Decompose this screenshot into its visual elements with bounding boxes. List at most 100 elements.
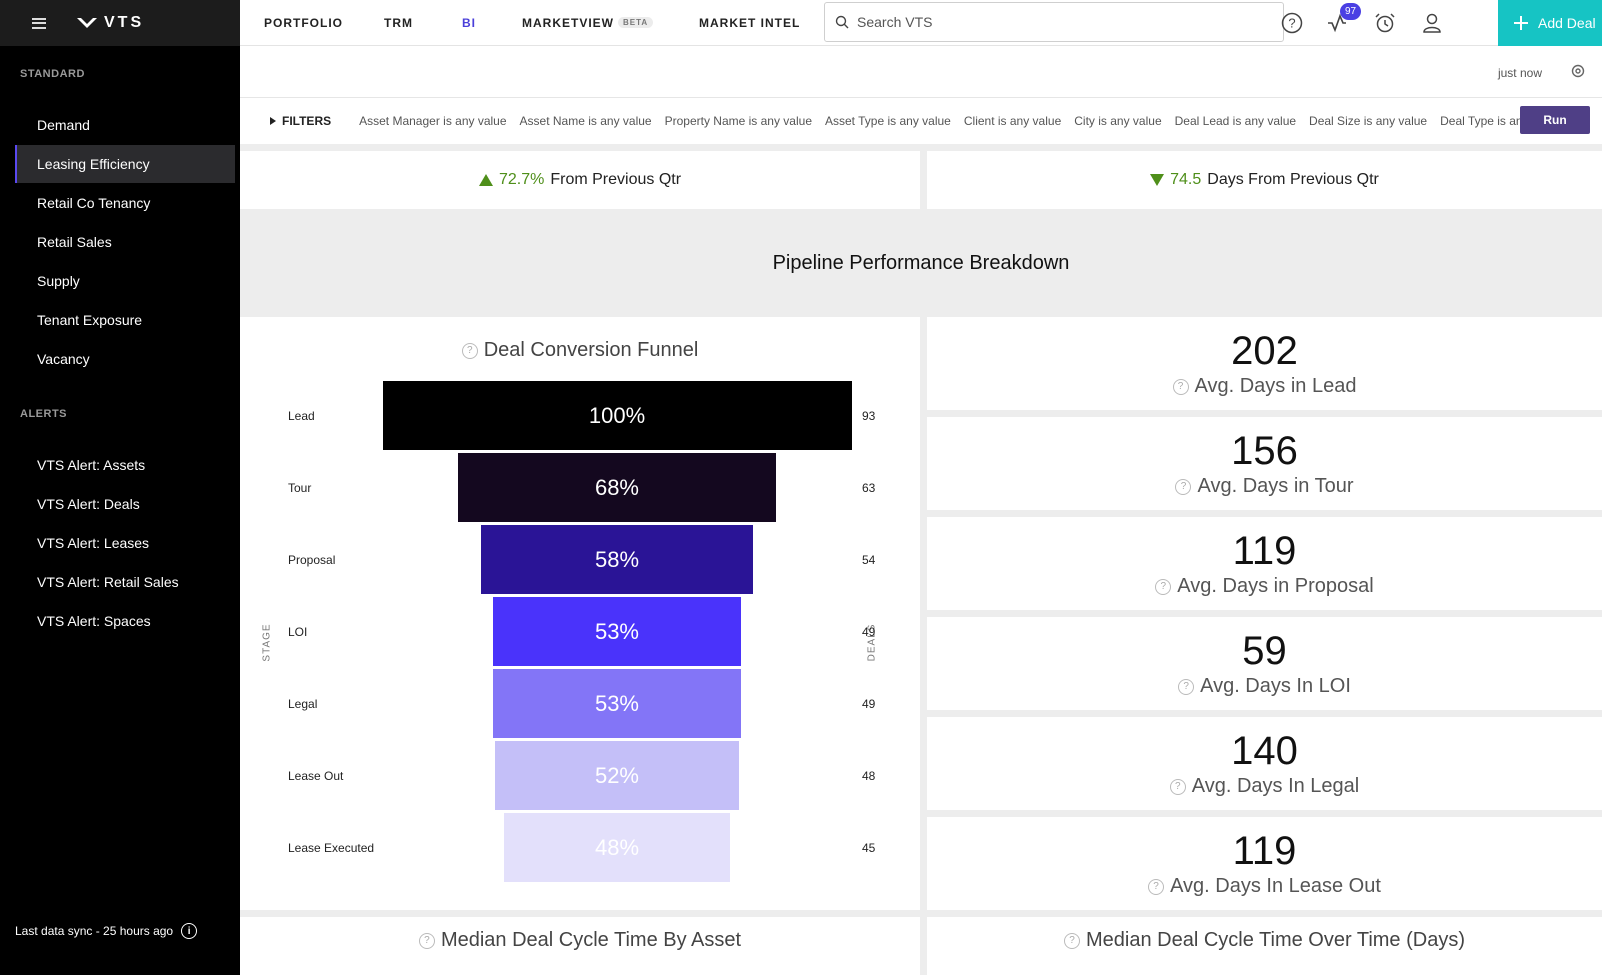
sidebar-item-alert-retail-sales[interactable]: VTS Alert: Retail Sales [37, 574, 179, 590]
sidebar-item-alert-spaces[interactable]: VTS Alert: Spaces [37, 613, 151, 629]
median-over-time-panel: ? Median Deal Cycle Time Over Time (Days… [927, 917, 1602, 975]
refresh-timestamp: just now [1497, 66, 1542, 80]
funnel-bar-percent: 53% [594, 690, 639, 716]
plus-icon [1514, 16, 1528, 30]
sidebar-item-leasing-efficiency[interactable]: Leasing Efficiency [15, 145, 235, 183]
help-circle-icon[interactable]: ? [1148, 878, 1165, 895]
alerts-nav: VTS Alert: Assets VTS Alert: Deals VTS A… [0, 446, 240, 640]
filter-deal-type[interactable]: Deal Type is any [1440, 114, 1529, 128]
sidebar-item-supply[interactable]: Supply [37, 273, 80, 289]
metric-card: 202 ? Avg. Days in Lead [927, 317, 1602, 410]
funnel-stage-label: LOI [288, 624, 308, 639]
add-deal-label: Add Deal [1538, 15, 1596, 31]
deal-conversion-funnel-panel: ? Deal Conversion Funnel STAGE DEALS Lea… [240, 317, 920, 910]
metric-label: Avg. Days In Lease Out [1170, 875, 1381, 897]
vts-logo-icon [77, 18, 97, 28]
search-box[interactable] [824, 2, 1284, 42]
activity-icon[interactable] [1325, 11, 1349, 35]
alerts-section-label: ALERTS [20, 408, 67, 420]
funnel-deal-count: 49 [862, 696, 876, 711]
funnel-bar[interactable]: 58% [480, 525, 753, 594]
funnel-bar-percent: 58% [594, 546, 640, 572]
brand-name: VTS [104, 14, 145, 31]
filter-property-name[interactable]: Property Name is any value [664, 114, 812, 128]
filter-deal-size[interactable]: Deal Size is any value [1309, 114, 1428, 128]
alarm-clock-icon[interactable] [1373, 11, 1397, 35]
sidebar-item-vacancy[interactable]: Vacancy [37, 351, 90, 367]
stat-left-value: 72.7% [498, 171, 545, 188]
data-sync-status: Last data sync - 25 hours ago i [15, 923, 198, 939]
metric-card: 119 ? Avg. Days In Lease Out [927, 817, 1602, 910]
metric-label: Avg. Days In Legal [1191, 775, 1360, 797]
filter-asset-manager[interactable]: Asset Manager is any value [359, 114, 507, 128]
funnel-stage-label: Tour [288, 480, 312, 495]
search-input[interactable] [857, 14, 1257, 30]
filter-asset-type[interactable]: Asset Type is any value [825, 114, 951, 128]
add-deal-button[interactable]: Add Deal [1498, 0, 1602, 46]
tab-bi[interactable]: BI [462, 16, 476, 30]
help-circle-icon[interactable]: ? [1064, 932, 1080, 949]
metric-value: 119 [1232, 529, 1297, 573]
funnel-deal-count: 45 [862, 840, 876, 855]
help-circle-icon[interactable]: ? [1178, 678, 1195, 695]
vts-logo[interactable]: VTS [76, 14, 144, 32]
funnel-bar[interactable]: 53% [492, 669, 742, 738]
sidebar-item-retail-co-tenancy[interactable]: Retail Co Tenancy [37, 195, 151, 211]
filter-deal-lead[interactable]: Deal Lead is any value [1174, 114, 1297, 128]
help-circle-icon[interactable]: ? [1172, 378, 1189, 395]
sidebar-item-demand[interactable]: Demand [37, 117, 90, 133]
standard-section-label: STANDARD [20, 68, 85, 80]
help-circle-icon[interactable]: ? [461, 342, 478, 359]
sidebar-item-alert-deals[interactable]: VTS Alert: Deals [37, 496, 140, 512]
tab-trm[interactable]: TRM [384, 16, 413, 30]
funnel-title-text: Deal Conversion Funnel [483, 339, 699, 361]
sidebar-item-alert-assets[interactable]: VTS Alert: Assets [37, 457, 146, 473]
median-by-asset-panel: ? Median Deal Cycle Time By Asset [240, 917, 920, 975]
beta-badge: BETA [618, 17, 654, 28]
funnel-bar[interactable]: 52% [495, 741, 739, 810]
stat-right-value: 74.5 [1170, 171, 1202, 188]
filter-city[interactable]: City is any value [1074, 114, 1162, 128]
arrow-down-icon [1150, 174, 1165, 186]
arrow-up-icon [478, 174, 493, 186]
info-icon[interactable]: i [181, 923, 198, 939]
metric-value: 59 [1242, 629, 1287, 673]
brand-bar: VTS [0, 0, 240, 46]
filter-bar: FILTERS Asset Manager is any value Asset… [240, 98, 1602, 144]
help-circle-icon[interactable]: ? [1155, 578, 1172, 595]
help-circle-icon[interactable]: ? [1175, 478, 1192, 495]
funnel-bar-percent: 52% [594, 762, 639, 788]
tab-market-intel[interactable]: MARKET INTEL [699, 16, 801, 30]
metric-value: 119 [1232, 829, 1297, 873]
filter-client[interactable]: Client is any value [963, 114, 1062, 128]
run-button[interactable]: Run [1520, 106, 1590, 134]
user-icon[interactable] [1420, 11, 1444, 35]
svg-text:?: ? [1288, 16, 1295, 31]
sidebar-item-retail-sales[interactable]: Retail Sales [37, 234, 112, 250]
funnel-deal-count: 49 [862, 624, 876, 639]
stat-panel-left: 72.7% From Previous Qtr [240, 151, 920, 209]
metric-value: 202 [1231, 329, 1298, 373]
funnel-deal-count: 54 [862, 552, 876, 567]
funnel-deal-count: 48 [862, 768, 876, 783]
tab-marketview-label: MARKETVIEW [522, 16, 614, 30]
funnel-bar[interactable]: 68% [457, 453, 777, 522]
filters-toggle[interactable]: FILTERS [270, 114, 331, 128]
tab-marketview[interactable]: MARKETVIEW BETA [522, 16, 654, 30]
tab-portfolio[interactable]: PORTFOLIO [264, 16, 343, 30]
funnel-bar[interactable]: 53% [492, 597, 742, 666]
stat-panel-right: 74.5 Days From Previous Qtr [927, 151, 1602, 209]
funnel-bar[interactable]: 100% [382, 381, 852, 450]
sidebar-item-alert-leases[interactable]: VTS Alert: Leases [37, 535, 150, 551]
metric-card: 156 ? Avg. Days in Tour [927, 417, 1602, 510]
funnel-bar[interactable]: 48% [504, 813, 730, 882]
help-circle-icon[interactable]: ? [418, 932, 435, 949]
caret-right-icon [270, 117, 276, 125]
sidebar-item-tenant-exposure[interactable]: Tenant Exposure [37, 312, 143, 328]
help-circle-icon[interactable]: ? [1169, 778, 1186, 795]
dashboard-header: just now [240, 46, 1602, 98]
gear-icon[interactable] [1570, 63, 1586, 79]
menu-icon[interactable] [32, 17, 46, 29]
filter-asset-name[interactable]: Asset Name is any value [519, 114, 652, 128]
help-icon[interactable]: ? [1280, 11, 1304, 35]
